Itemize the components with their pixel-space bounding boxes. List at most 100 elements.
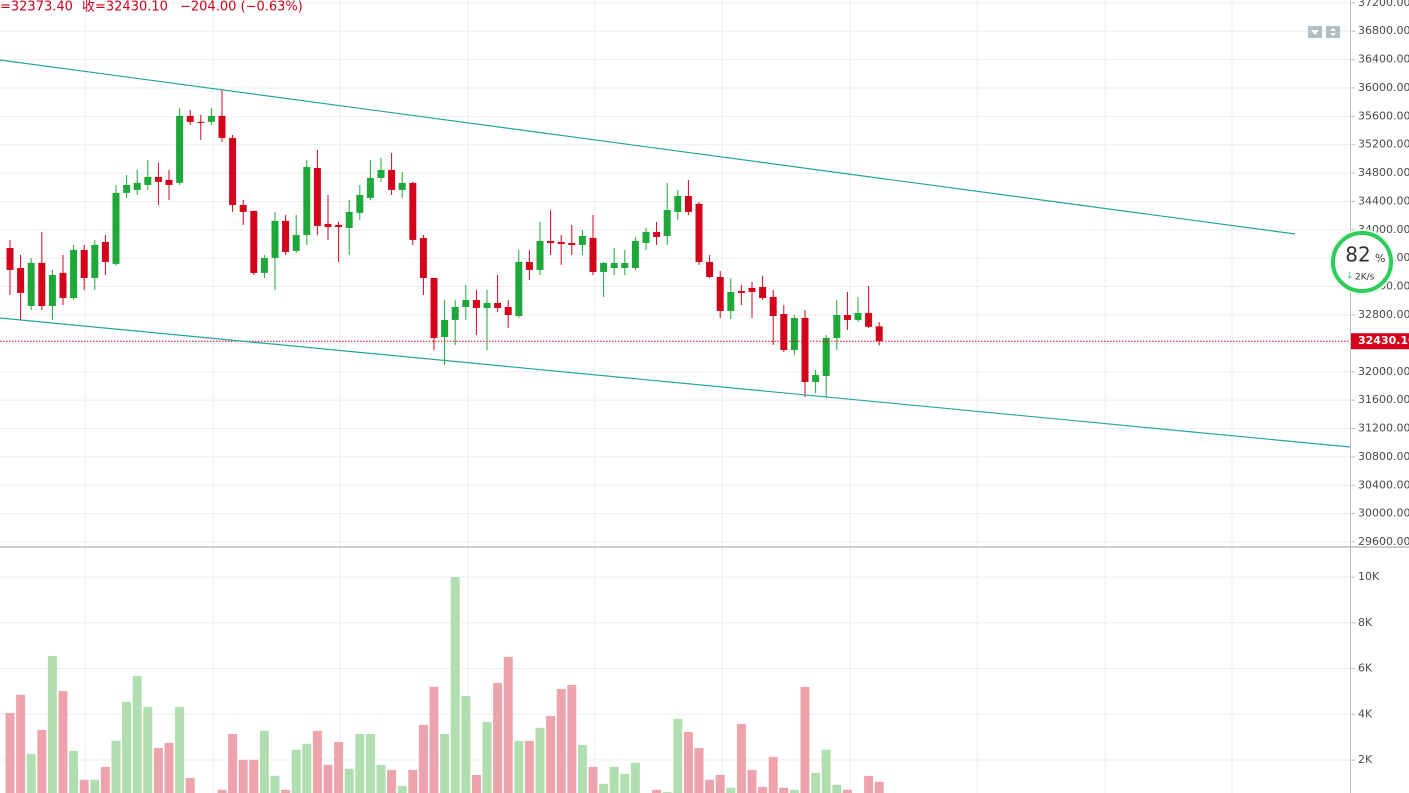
volume-bar — [577, 744, 587, 793]
y-tick-label: 32000.00 — [1358, 365, 1409, 378]
volume-bar — [556, 688, 566, 793]
volume-bar — [874, 781, 884, 793]
y-tick-label: 32800.00 — [1358, 308, 1409, 321]
header-change: −204.00 (−0.63%) — [180, 0, 303, 15]
candle-body — [812, 375, 820, 382]
volume-bar — [238, 759, 248, 793]
candle-body — [91, 244, 99, 278]
candle-body — [759, 286, 767, 298]
header-close: 收=32430.10 — [82, 0, 168, 15]
candle-body — [229, 137, 237, 205]
volume-bar — [408, 769, 418, 793]
y-tick-label: 36800.00 — [1358, 24, 1409, 37]
candle-body — [663, 209, 671, 236]
candle-body — [843, 315, 851, 320]
candle-body — [684, 195, 692, 212]
volume-bar — [620, 773, 630, 793]
candle-body — [610, 262, 618, 268]
candle-body — [176, 115, 184, 183]
candle-body — [568, 242, 576, 245]
candle-body — [494, 302, 502, 308]
candle-body — [515, 261, 523, 316]
volume-bar — [535, 727, 545, 793]
candle-body — [451, 306, 459, 320]
trend-line — [0, 317, 1351, 448]
volume-bar — [789, 789, 799, 793]
volume-bar — [779, 787, 789, 793]
candle-body — [642, 231, 650, 243]
y-tick-label: 34800.00 — [1358, 166, 1409, 179]
volume-bar — [514, 740, 524, 793]
candle-body — [547, 240, 555, 243]
volume-bar — [111, 740, 121, 793]
volume-bar — [864, 775, 874, 793]
volume-bar — [365, 733, 375, 793]
y-tick-label: 34400.00 — [1358, 194, 1409, 207]
candle-body — [38, 262, 46, 306]
volume-bar — [69, 750, 79, 793]
y-tick-label: 35600.00 — [1358, 109, 1409, 122]
y2-tick-label: 4K — [1358, 707, 1373, 720]
volume-bar — [450, 577, 460, 793]
volume-bar — [694, 747, 704, 793]
candle-body — [430, 277, 438, 338]
volume-bar — [609, 766, 619, 793]
last-price-box — [1351, 333, 1409, 350]
candle-body — [144, 176, 152, 185]
candle-body — [154, 176, 162, 182]
scale-button[interactable] — [1326, 26, 1340, 38]
candle-body — [462, 299, 470, 307]
icon — [1311, 30, 1319, 35]
y-tick-label: 31600.00 — [1358, 393, 1409, 406]
volume-bar — [630, 762, 640, 793]
volume-bar — [344, 768, 354, 793]
volume-bar — [79, 779, 89, 793]
volume-bar — [387, 769, 397, 793]
y-tick-label: 30000.00 — [1358, 507, 1409, 520]
volume-bar — [281, 789, 291, 793]
candle-body — [165, 179, 173, 185]
y2-tick-label: 6K — [1358, 662, 1373, 675]
volume-bar — [26, 753, 36, 793]
candle-body — [875, 326, 883, 342]
candle-body — [112, 192, 120, 264]
candle-body — [101, 241, 109, 262]
candle-body — [6, 247, 14, 270]
volume-bar — [429, 686, 439, 793]
candle-body — [674, 195, 682, 212]
volume-bar — [588, 766, 598, 793]
candle-body — [578, 235, 586, 245]
candle-body — [589, 237, 597, 272]
volume-bar — [418, 724, 428, 793]
candle-body — [790, 317, 798, 350]
volume-bar — [482, 721, 492, 793]
candle-body — [250, 210, 258, 273]
candle-body — [133, 182, 141, 190]
volume-bar — [652, 789, 662, 793]
candle-body — [123, 184, 131, 193]
volume-bar — [90, 779, 100, 793]
y-tick-label: 31200.00 — [1358, 422, 1409, 435]
volume-bar — [715, 774, 725, 793]
candle-body — [557, 241, 565, 244]
candle-body — [780, 314, 788, 350]
candle-body — [398, 182, 406, 190]
candle-body — [260, 257, 268, 273]
volume-bar — [705, 779, 715, 793]
volume-bar — [599, 783, 609, 793]
volume-bar — [47, 655, 57, 793]
volume-bar — [143, 706, 153, 793]
widget-speed: 2K/s — [1355, 273, 1375, 283]
volume-bar — [302, 743, 312, 793]
volume-bar — [132, 675, 142, 793]
candle-body — [727, 292, 735, 311]
volume-bar — [185, 777, 195, 793]
candle-body — [419, 237, 427, 278]
candle-body — [345, 211, 353, 228]
candle-body — [833, 315, 841, 338]
volume-bar — [493, 682, 503, 793]
icon — [1330, 28, 1336, 36]
y-tick-label: 30800.00 — [1358, 450, 1409, 463]
volume-bar — [164, 742, 174, 793]
